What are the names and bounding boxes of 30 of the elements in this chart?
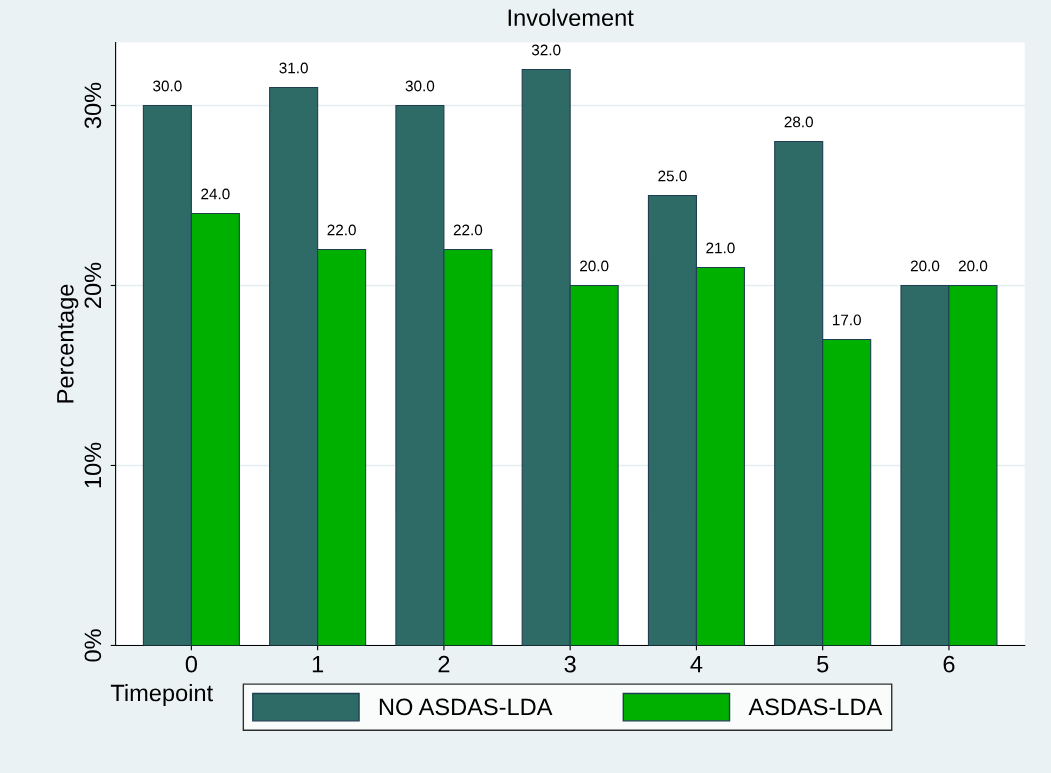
x-tick-label: 1 xyxy=(312,656,324,673)
y-tick-label: 0% xyxy=(84,629,102,662)
data-label: 21.0 xyxy=(706,242,735,254)
data-label: 20.0 xyxy=(910,260,940,272)
x-axis-title: Timepoint xyxy=(110,684,213,707)
y-tick-label: 10% xyxy=(84,442,102,488)
x-tick-label: 6 xyxy=(943,655,955,673)
data-label: 20.0 xyxy=(958,260,988,272)
x-tick-label: 4 xyxy=(690,656,703,673)
data-label: 32.0 xyxy=(531,44,561,56)
legend-label: ASDAS-LDA xyxy=(748,698,883,716)
y-tick-label: 30% xyxy=(84,82,102,129)
y-axis-title: Percentage xyxy=(57,284,79,403)
data-label: 28.0 xyxy=(784,116,813,128)
data-label: 30.0 xyxy=(153,80,182,92)
x-tick-label: 3 xyxy=(564,655,576,673)
x-tick-label: 2 xyxy=(438,655,450,673)
x-tick-label: 0 xyxy=(185,655,198,673)
data-label: 31.0 xyxy=(279,62,308,74)
data-label: 22.0 xyxy=(453,224,483,236)
data-label: 30.0 xyxy=(405,80,435,92)
chart-title: Involvement xyxy=(508,8,634,27)
y-tick-label: 20% xyxy=(84,262,102,308)
legend-label: NO ASDAS-LDA xyxy=(379,698,553,716)
x-tick-label: 5 xyxy=(817,656,829,673)
data-label: 25.0 xyxy=(658,170,687,182)
data-label: 22.0 xyxy=(327,224,356,236)
data-label: 17.0 xyxy=(832,314,861,326)
data-label: 20.0 xyxy=(580,260,609,272)
data-label: 24.0 xyxy=(201,188,230,200)
